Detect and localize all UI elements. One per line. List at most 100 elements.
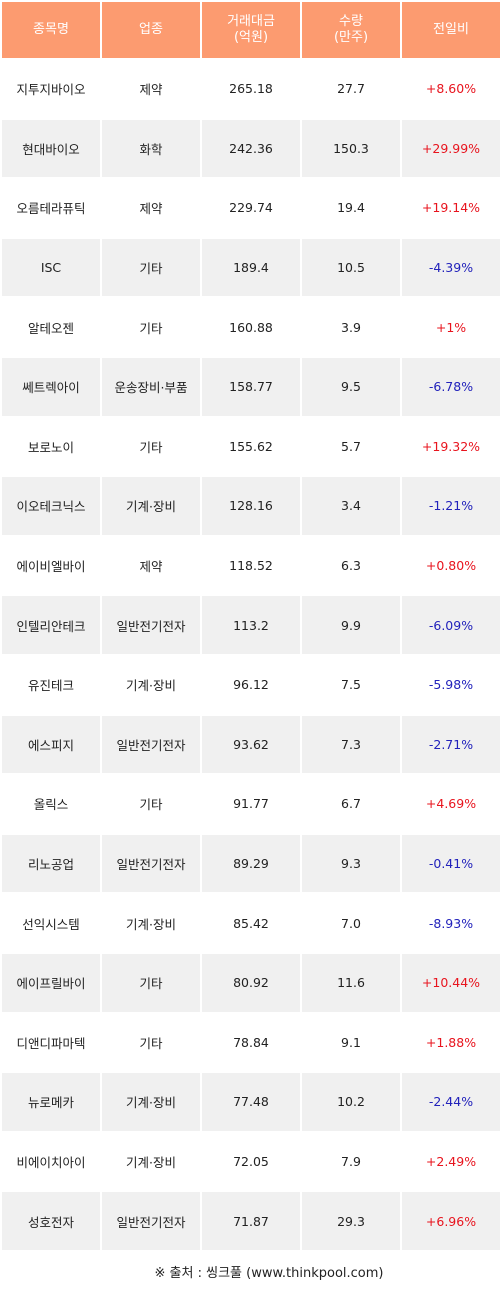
cell-volume: 7.9 bbox=[302, 1132, 400, 1191]
cell-volume: 6.7 bbox=[302, 775, 400, 833]
cell-volume: 7.0 bbox=[302, 894, 400, 952]
cell-change: +19.32% bbox=[402, 417, 500, 476]
cell-change: -2.44% bbox=[402, 1073, 500, 1131]
cell-volume: 9.3 bbox=[302, 834, 400, 893]
header-amount: 거래대금 (억원) bbox=[202, 2, 300, 58]
cell-change: +2.49% bbox=[402, 1132, 500, 1191]
cell-name: 유진테크 bbox=[2, 655, 100, 714]
cell-name: ISC bbox=[2, 238, 100, 297]
cell-name: 지투지바이오 bbox=[2, 60, 100, 118]
stock-table: 종목명 업종 거래대금 (억원) 수량 (만주) 전일비 지투지바이오 제약 265… bbox=[2, 2, 500, 1250]
table-row: 선익시스템 기계·장비 85.42 7.0 -8.93% bbox=[2, 894, 500, 952]
header-volume-line1: 수량 bbox=[339, 14, 363, 29]
table-row: 리노공업 일반전기전자 89.29 9.3 -0.41% bbox=[2, 834, 500, 893]
cell-sector: 일반전기전자 bbox=[102, 715, 200, 774]
cell-name: 에이비엘바이 bbox=[2, 536, 100, 595]
source-note: ※ 출처 : 씽크풀 (www.thinkpool.com) bbox=[0, 1262, 500, 1281]
cell-change: +1.88% bbox=[402, 1013, 500, 1072]
table-row: 비에이치아이 기계·장비 72.05 7.9 +2.49% bbox=[2, 1132, 500, 1191]
table-row: 올릭스 기타 91.77 6.7 +4.69% bbox=[2, 775, 500, 833]
cell-sector: 일반전기전자 bbox=[102, 834, 200, 893]
cell-sector: 기타 bbox=[102, 417, 200, 476]
cell-change: +8.60% bbox=[402, 60, 500, 118]
cell-amount: 155.62 bbox=[202, 417, 300, 476]
cell-name: 현대바이오 bbox=[2, 119, 100, 178]
cell-sector: 기타 bbox=[102, 238, 200, 297]
header-volume-line2: (만주) bbox=[333, 30, 369, 45]
cell-amount: 85.42 bbox=[202, 894, 300, 952]
cell-name: 알테오젠 bbox=[2, 298, 100, 356]
cell-amount: 242.36 bbox=[202, 119, 300, 178]
header-change: 전일비 bbox=[402, 2, 500, 58]
cell-name: 성호전자 bbox=[2, 1192, 100, 1250]
table-row: 디앤디파마텍 기타 78.84 9.1 +1.88% bbox=[2, 1013, 500, 1072]
cell-volume: 6.3 bbox=[302, 536, 400, 595]
cell-amount: 160.88 bbox=[202, 298, 300, 356]
header-name: 종목명 bbox=[2, 2, 100, 58]
table-row: 에스피지 일반전기전자 93.62 7.3 -2.71% bbox=[2, 715, 500, 774]
cell-name: 인텔리안테크 bbox=[2, 596, 100, 654]
cell-change: +19.14% bbox=[402, 179, 500, 237]
header-amount-line2: (억원) bbox=[233, 30, 269, 45]
cell-name: 에스피지 bbox=[2, 715, 100, 774]
cell-change: -5.98% bbox=[402, 655, 500, 714]
cell-change: +0.80% bbox=[402, 536, 500, 595]
cell-sector: 제약 bbox=[102, 536, 200, 595]
cell-change: +10.44% bbox=[402, 953, 500, 1012]
cell-change: +6.96% bbox=[402, 1192, 500, 1250]
cell-amount: 93.62 bbox=[202, 715, 300, 774]
cell-name: 디앤디파마텍 bbox=[2, 1013, 100, 1072]
cell-amount: 78.84 bbox=[202, 1013, 300, 1072]
table-body: 지투지바이오 제약 265.18 27.7 +8.60% 현대바이오 화학 242.36 150… bbox=[2, 60, 500, 1250]
cell-amount: 91.77 bbox=[202, 775, 300, 833]
cell-change: -0.41% bbox=[402, 834, 500, 893]
cell-amount: 71.87 bbox=[202, 1192, 300, 1250]
cell-name: 올릭스 bbox=[2, 775, 100, 833]
cell-sector: 기계·장비 bbox=[102, 655, 200, 714]
cell-sector: 기타 bbox=[102, 298, 200, 356]
cell-volume: 10.2 bbox=[302, 1073, 400, 1131]
cell-volume: 5.7 bbox=[302, 417, 400, 476]
table-row: 에이비엘바이 제약 118.52 6.3 +0.80% bbox=[2, 536, 500, 595]
cell-volume: 3.9 bbox=[302, 298, 400, 356]
table-row: 알테오젠 기타 160.88 3.9 +1% bbox=[2, 298, 500, 356]
table-row: 쎄트렉아이 운송장비·부품 158.77 9.5 -6.78% bbox=[2, 357, 500, 416]
cell-sector: 일반전기전자 bbox=[102, 596, 200, 654]
cell-volume: 29.3 bbox=[302, 1192, 400, 1250]
cell-sector: 기계·장비 bbox=[102, 1073, 200, 1131]
cell-change: -2.71% bbox=[402, 715, 500, 774]
cell-amount: 158.77 bbox=[202, 357, 300, 416]
cell-sector: 일반전기전자 bbox=[102, 1192, 200, 1250]
cell-change: -6.78% bbox=[402, 357, 500, 416]
cell-sector: 기계·장비 bbox=[102, 894, 200, 952]
cell-amount: 128.16 bbox=[202, 477, 300, 535]
cell-change: +4.69% bbox=[402, 775, 500, 833]
table-row: 오름테라퓨틱 제약 229.74 19.4 +19.14% bbox=[2, 179, 500, 237]
cell-volume: 11.6 bbox=[302, 953, 400, 1012]
header-amount-line1: 거래대금 bbox=[227, 14, 275, 29]
cell-name: 리노공업 bbox=[2, 834, 100, 893]
cell-volume: 7.5 bbox=[302, 655, 400, 714]
cell-name: 선익시스템 bbox=[2, 894, 100, 952]
cell-amount: 77.48 bbox=[202, 1073, 300, 1131]
cell-volume: 7.3 bbox=[302, 715, 400, 774]
cell-sector: 기계·장비 bbox=[102, 477, 200, 535]
source-text: ※ 출처 : 씽크풀 (www.thinkpool.com) bbox=[154, 1266, 384, 1281]
cell-sector: 제약 bbox=[102, 179, 200, 237]
cell-amount: 118.52 bbox=[202, 536, 300, 595]
cell-sector: 기타 bbox=[102, 775, 200, 833]
cell-volume: 19.4 bbox=[302, 179, 400, 237]
cell-volume: 10.5 bbox=[302, 238, 400, 297]
cell-volume: 9.9 bbox=[302, 596, 400, 654]
cell-amount: 96.12 bbox=[202, 655, 300, 714]
cell-name: 에이프릴바이 bbox=[2, 953, 100, 1012]
cell-amount: 265.18 bbox=[202, 60, 300, 118]
cell-amount: 189.4 bbox=[202, 238, 300, 297]
table-row: 이오테크닉스 기계·장비 128.16 3.4 -1.21% bbox=[2, 477, 500, 535]
table-row: 보로노이 기타 155.62 5.7 +19.32% bbox=[2, 417, 500, 476]
cell-change: -6.09% bbox=[402, 596, 500, 654]
table-row: 인텔리안테크 일반전기전자 113.2 9.9 -6.09% bbox=[2, 596, 500, 654]
cell-name: 쎄트렉아이 bbox=[2, 357, 100, 416]
cell-amount: 72.05 bbox=[202, 1132, 300, 1191]
cell-volume: 9.5 bbox=[302, 357, 400, 416]
